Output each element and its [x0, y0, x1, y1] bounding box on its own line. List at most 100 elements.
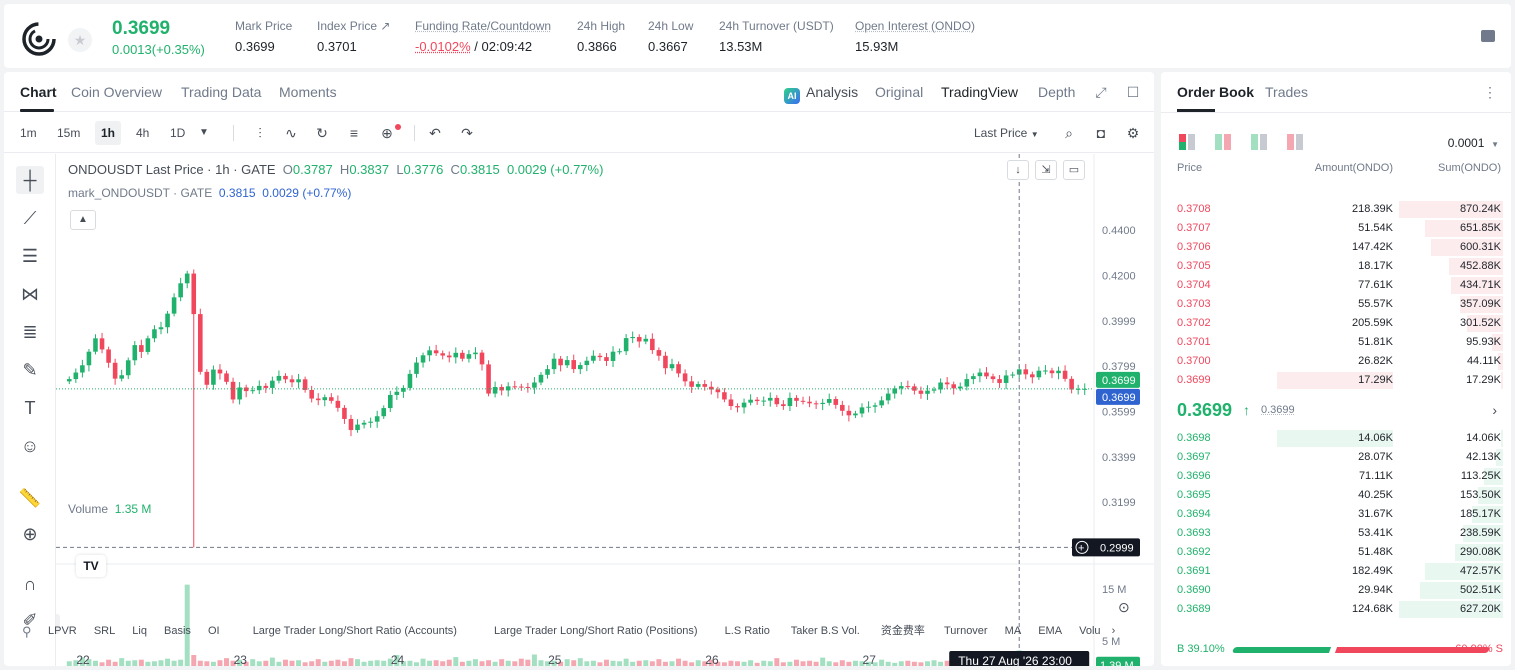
timeframe-4h[interactable]: 4h [136, 126, 150, 140]
indicator-turnover[interactable]: Turnover [943, 625, 988, 637]
replay-icon[interactable]: ↻ [316, 125, 328, 141]
chevron-right-icon[interactable]: › [1111, 625, 1116, 637]
chart-settings-icon[interactable]: ⊙ [1118, 599, 1130, 615]
bid-row[interactable]: 0.3698 14.06K 14.06K [1161, 429, 1511, 448]
add-alert-icon[interactable]: ⊕ [381, 125, 393, 141]
favorite-star-icon[interactable]: ★ [68, 28, 92, 52]
indicator-taker-vol[interactable]: Taker B.S Vol. [790, 625, 860, 637]
chevron-right-icon[interactable]: › [1492, 402, 1497, 418]
undo-icon[interactable]: ↶ [429, 125, 441, 141]
ask-row[interactable]: 0.3703 55.57K 357.09K [1161, 295, 1511, 314]
indicators-icon[interactable]: ∿ [285, 125, 297, 141]
sidebar-collapse-handle[interactable] [56, 614, 60, 634]
notebook-icon[interactable] [1481, 30, 1495, 42]
bid-row[interactable]: 0.3693 53.41K 238.59K [1161, 524, 1511, 543]
stat-index-price[interactable]: Index Price ↗ 0.3701 [317, 19, 391, 54]
tab-moments[interactable]: Moments [279, 84, 337, 100]
ask-row[interactable]: 0.3700 26.82K 44.11K [1161, 352, 1511, 371]
indicator-basis[interactable]: Basis [164, 625, 191, 637]
bid-row[interactable]: 0.3692 51.48K 290.08K [1161, 543, 1511, 562]
mode-sell-icon[interactable] [1251, 134, 1267, 150]
mode-depth-icon[interactable] [1287, 134, 1303, 150]
exchange-logo-icon[interactable] [22, 22, 56, 56]
view-tradingview[interactable]: TradingView [941, 84, 1019, 100]
funding-rate-value[interactable]: -0.0102% [415, 39, 471, 54]
volume-bar [826, 661, 832, 666]
bid-row[interactable]: 0.3694 31.67K 185.17K [1161, 505, 1511, 524]
tradingview-logo-icon[interactable]: TV [76, 555, 106, 577]
ask-row[interactable]: 0.3699 17.29K 17.29K [1161, 371, 1511, 390]
more-options-icon[interactable]: ⋮ [1483, 84, 1497, 100]
magnet-icon[interactable]: ∩ [23, 574, 37, 594]
add-order-plus-icon[interactable] [1075, 540, 1089, 554]
crosshair-icon[interactable]: ┼ [16, 166, 44, 194]
ask-row[interactable]: 0.3705 18.17K 452.88K [1161, 257, 1511, 276]
candles-icon[interactable]: ⫶ [258, 125, 262, 141]
view-original[interactable]: Original [875, 84, 924, 100]
bid-row[interactable]: 0.3691 182.49K 472.57K [1161, 562, 1511, 581]
timeframe-1h[interactable]: 1h [95, 121, 122, 145]
brush-icon[interactable]: ✎ [22, 360, 38, 380]
bid-row[interactable]: 0.3695 40.25K 153.50K [1161, 486, 1511, 505]
indicator-lpvr[interactable]: LPVR [48, 625, 77, 637]
indicator-funding-rate[interactable]: 资金费率 [880, 625, 925, 637]
indicator-ls-ratio[interactable]: L.S Ratio [724, 625, 770, 637]
tab-chart[interactable]: Chart [20, 84, 57, 100]
view-depth[interactable]: Depth [1038, 84, 1076, 100]
mode-buy-icon[interactable] [1215, 134, 1231, 150]
text-tool-icon[interactable]: T [24, 398, 36, 418]
bid-row[interactable]: 0.3696 71.11K 113.25K [1161, 467, 1511, 486]
ask-row[interactable]: 0.3706 147.42K 600.31K [1161, 238, 1511, 257]
expand-icon[interactable]: ⤢ [1095, 84, 1107, 100]
indicator-ema[interactable]: EMA [1038, 625, 1063, 637]
bid-row[interactable]: 0.3690 29.94K 502.51K [1161, 581, 1511, 600]
tab-order-book[interactable]: Order Book [1177, 84, 1255, 100]
trendline-icon[interactable]: ⟋ [23, 208, 37, 228]
download-arrow-icon[interactable]: ↓ [1007, 160, 1029, 180]
mode-both-icon[interactable] [1179, 134, 1195, 150]
collapse-pane-icon[interactable]: ⇲ [1035, 160, 1057, 180]
indicator-srl[interactable]: SRL [93, 625, 116, 637]
tab-trades[interactable]: Trades [1265, 84, 1309, 100]
bid-row[interactable]: 0.3689 124.68K 627.20K [1161, 600, 1511, 619]
settings-gear-icon[interactable]: ⚙ [1126, 125, 1140, 141]
zoom-in-icon[interactable]: ⊕ [22, 524, 38, 544]
pattern-icon[interactable]: ⋈ [21, 284, 39, 304]
emoji-icon[interactable]: ☺ [20, 436, 40, 456]
indicator-trader-ls-accounts[interactable]: Large Trader Long/Short Ratio (Accounts) [252, 625, 457, 637]
indicator-bar-icon[interactable]: ⚲ [22, 624, 32, 639]
redo-icon[interactable]: ↷ [461, 125, 473, 141]
indicator-ma[interactable]: MA [1004, 625, 1022, 637]
camera-icon[interactable]: ◘ [1096, 125, 1106, 141]
ruler-icon[interactable]: 📏 [18, 488, 42, 508]
templates-icon[interactable]: ≡ [349, 125, 359, 141]
maximize-pane-icon[interactable]: ▭ [1063, 160, 1085, 180]
view-analysis[interactable]: AI Analysis [784, 84, 858, 104]
bid-row[interactable]: 0.3697 28.07K 42.13K [1161, 448, 1511, 467]
search-icon[interactable]: ⌕ [1065, 125, 1073, 141]
ask-row[interactable]: 0.3708 218.39K 870.24K [1161, 200, 1511, 219]
indicator-trader-ls-positions[interactable]: Large Trader Long/Short Ratio (Positions… [493, 625, 698, 637]
collapse-legend-icon[interactable]: ▲ [70, 210, 96, 230]
price-chart[interactable]: 0.4400 0.4200 0.3999 0.3799 0.3599 0.3399 0.31… [56, 154, 1154, 666]
fib-retracement-icon[interactable]: ≣ [22, 322, 38, 342]
ask-row[interactable]: 0.3702 205.59K 301.52K [1161, 314, 1511, 333]
tab-trading-data[interactable]: Trading Data [181, 84, 262, 100]
precision-select[interactable]: 0.0001 ▼ [1447, 136, 1499, 150]
timeframe-1d[interactable]: 1D [170, 126, 186, 140]
indicator-volume[interactable]: Volu [1079, 625, 1101, 637]
indicator-oi[interactable]: OI [208, 625, 220, 637]
price-source-select[interactable]: Last Price ▼ [974, 126, 1039, 140]
ask-row[interactable]: 0.3704 77.61K 434.71K [1161, 276, 1511, 295]
tab-coin-overview[interactable]: Coin Overview [71, 84, 163, 100]
volume-bar [151, 661, 157, 666]
window-icon[interactable]: ☐ [1126, 84, 1140, 100]
indicator-liq[interactable]: Liq [132, 625, 147, 637]
timeframe-1m[interactable]: 1m [20, 126, 37, 140]
eraser-icon[interactable]: ✐ [22, 610, 38, 630]
ask-row[interactable]: 0.3707 51.54K 651.85K [1161, 219, 1511, 238]
ask-row[interactable]: 0.3701 51.81K 95.93K [1161, 333, 1511, 352]
horizontal-lines-icon[interactable]: ☰ [21, 246, 39, 266]
timeframe-15m[interactable]: 15m [57, 126, 81, 140]
timeframe-dropdown-icon[interactable]: ▼ [199, 127, 209, 138]
